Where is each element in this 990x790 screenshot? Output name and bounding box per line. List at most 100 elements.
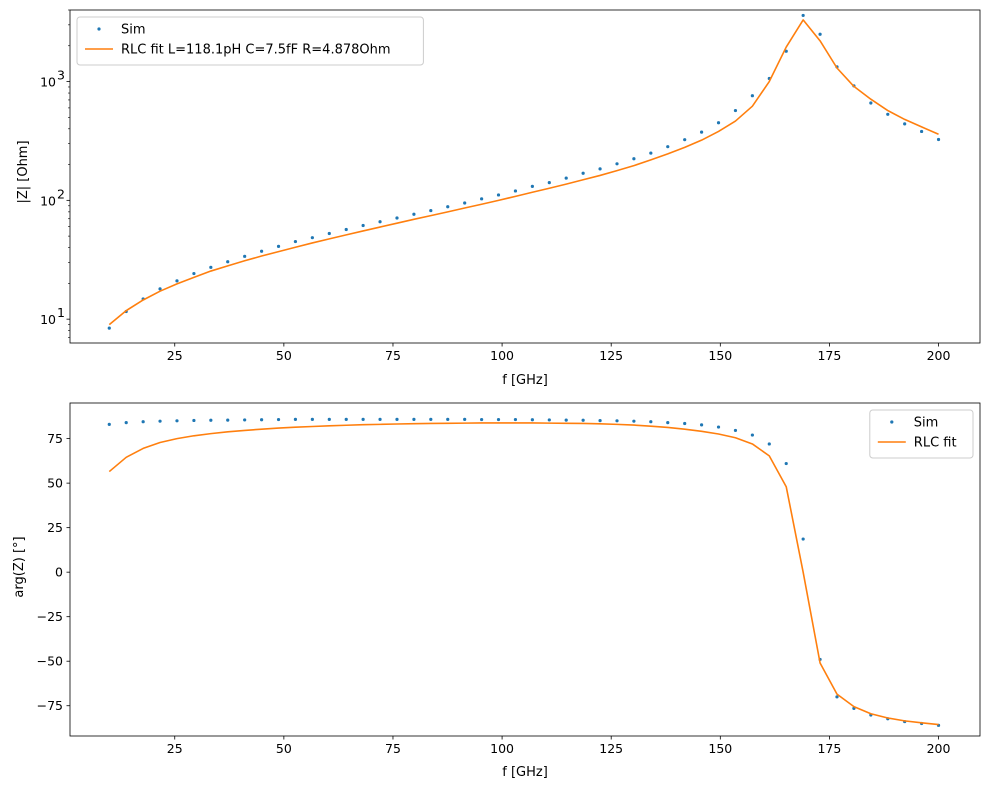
phase-xlabel: f [GHz] [502,765,548,780]
phase-series-sim-point [750,433,754,437]
magnitude-x-tick-label: 50 [276,348,292,363]
magnitude-series-sim-point [327,231,331,236]
phase-series-sim-point [767,442,771,446]
phase-y-tick-label: 75 [47,431,63,446]
phase-x-tick-label: 175 [817,741,841,756]
phase-series-sim-point [666,420,670,425]
magnitude-series-sim-point [683,138,687,142]
magnitude-legend-sim-swatch [97,27,101,31]
magnitude-series-sim-point [344,227,348,232]
phase-series-sim-point [530,418,534,422]
phase-series-sim-point [107,422,111,426]
phase-x-tick-label: 200 [927,741,951,756]
phase-series-sim-point [141,420,145,424]
magnitude-series-sim-point [869,101,873,105]
phase-series-sim-point [513,417,518,422]
magnitude-series-sim-point [158,287,162,291]
magnitude-series-sim-point [598,167,602,171]
magnitude-series-sim-point [192,271,196,276]
phase-x-tick-label: 50 [276,741,292,756]
phase-axes: 25 50 75 100 125 150 175 200 −75 −50 −25 0 25 50 75 Sim… [37,402,981,756]
magnitude-legend-entry: RLC fit L=118.1pH C=7.5fF R=4.878Ohm [121,43,391,58]
phase-series-fit-line [108,422,939,726]
phase-legend: Sim RLC fit [869,409,974,459]
magnitude-series-sim-point [699,130,704,134]
magnitude-x-tick-label: 150 [708,348,732,363]
phase-x-tick-label: 25 [167,741,183,756]
phase-series-sim-point [344,417,348,421]
magnitude-series-sim-point [649,151,653,155]
phase-series-sim-point [564,418,568,422]
magnitude-series-sim-point [463,201,467,205]
phase-series-sim-point [463,417,467,421]
magnitude-y-tick-exponent: 2 [57,186,65,201]
magnitude-series-sim-point [903,122,907,126]
magnitude-ylabel: |Z| [Ohm] [16,140,31,203]
phase-series-sim-point [192,418,196,423]
phase-series-sim-point [124,420,128,425]
magnitude-x-tick-label: 75 [385,348,401,363]
phase-series-sim-point [496,417,501,422]
phase-plot: 25 50 75 100 125 150 175 200 −75 −50 −25 0 25 50 75 Sim… [12,402,981,780]
magnitude-series-sim-point [666,145,670,149]
magnitude-series-sim-point [429,208,433,213]
phase-y-tick-label: 0 [55,565,63,580]
magnitude-series-sim-point [412,212,416,216]
magnitude-series-sim-point [361,223,365,228]
phase-series-sim-point [632,419,636,423]
magnitude-y-tick-exponent: 1 [57,305,65,320]
magnitude-x-tick-label: 25 [167,348,183,363]
magnitude-series-sim-point [480,197,484,201]
magnitude-x-tick-label: 100 [490,348,514,363]
magnitude-series-sim-point [818,32,822,36]
phase-y-tick-label: 50 [47,476,63,491]
magnitude-series-sim-point [615,162,619,166]
phase-x-tick-label: 150 [708,741,732,756]
magnitude-series-sim-point [716,121,721,125]
phase-series-sim-point [175,419,179,423]
phase-x-tick-label: 100 [490,741,514,756]
phase-series-sim-point [649,420,653,424]
phase-y-tick-label: −50 [37,654,63,669]
magnitude-series-sim-point [632,157,636,161]
phase-frame [69,402,981,737]
phase-series-sim-point [581,418,585,422]
phase-legend-entry: Sim [914,416,939,431]
phase-series-sim-point [547,418,551,422]
phase-legend-sim-swatch [890,420,894,424]
magnitude-legend-entry: Sim [121,23,146,38]
phase-y-tick-label: −75 [37,698,63,713]
phase-x-tick-label: 125 [599,741,623,756]
phase-series-sim-point [276,417,281,422]
phase-x-tick-label: 75 [385,741,401,756]
magnitude-series-sim-point [920,129,924,134]
magnitude-x-tick-label: 175 [817,348,841,363]
phase-series-sim-point [260,418,264,422]
phase-series-sim-point [226,418,230,422]
phase-series-sim-point [310,417,314,421]
magnitude-y-tick-label: 10 [40,193,56,208]
magnitude-xlabel: f [GHz] [502,373,548,388]
magnitude-series-sim-point [936,137,941,142]
phase-series-sim-point [293,417,298,421]
phase-series-sim-point [733,428,738,433]
magnitude-series-sim-point [801,13,805,18]
magnitude-y-tick-label: 10 [40,312,56,327]
magnitude-series-sim-point [293,239,298,244]
phase-series-sim-point [699,423,704,427]
magnitude-frame [69,9,981,344]
magnitude-series-sim-point [886,112,890,116]
phase-series-sim-point [327,417,331,421]
phase-legend-box [869,409,974,459]
magnitude-series-sim-point [310,236,314,240]
magnitude-series-sim-point [175,279,179,283]
phase-ylabel: arg(Z) [°] [12,536,27,597]
magnitude-x-tick-label: 200 [927,348,951,363]
magnitude-series-sim-point [209,265,213,269]
phase-series-sim-point [615,419,619,423]
phase-y-tick-label: 25 [47,520,63,535]
